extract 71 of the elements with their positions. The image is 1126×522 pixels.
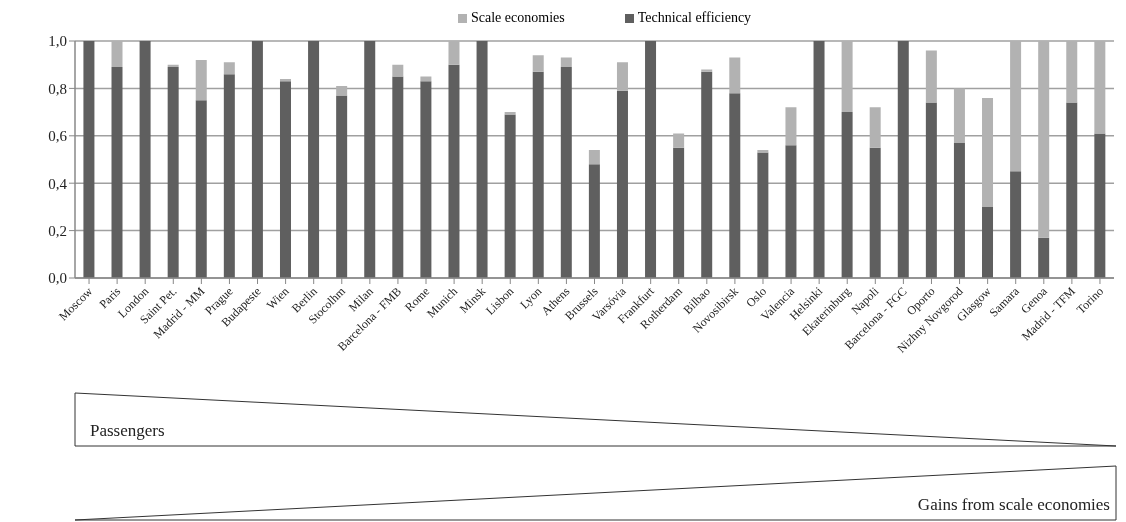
bar [1010, 171, 1022, 278]
bar [223, 74, 235, 278]
bar [195, 100, 207, 278]
bar [673, 147, 685, 278]
bar [897, 41, 909, 278]
bar [925, 102, 937, 278]
bar [701, 69, 713, 72]
bar [785, 145, 797, 278]
bar [982, 97, 994, 207]
bar [1038, 41, 1050, 238]
bar [195, 59, 207, 101]
legend-label: Technical efficiency [637, 10, 752, 26]
bar [616, 62, 628, 91]
bar [111, 41, 123, 68]
bar [279, 81, 291, 278]
bar [813, 41, 825, 278]
bar [701, 71, 713, 278]
bar [139, 41, 151, 278]
bar [869, 107, 881, 148]
bar [532, 71, 544, 278]
bar [616, 90, 628, 278]
y-tick-label: 0,2 [48, 222, 67, 239]
bar [167, 67, 179, 278]
bar [308, 41, 320, 278]
bar [757, 152, 769, 278]
bar [1038, 237, 1050, 278]
bar [645, 41, 657, 278]
bar [1066, 102, 1078, 278]
bar [83, 41, 95, 278]
bar [336, 95, 348, 278]
bar [532, 55, 544, 72]
bar [476, 41, 488, 278]
bar [982, 206, 994, 278]
bar [560, 57, 572, 68]
bar [448, 41, 460, 65]
y-tick-label: 1,0 [48, 33, 67, 50]
bar [1094, 133, 1106, 278]
bar [925, 50, 937, 103]
bar [251, 41, 263, 278]
bar [673, 133, 685, 148]
bar [841, 112, 853, 278]
bar [785, 107, 797, 146]
y-tick-label: 0,6 [48, 128, 68, 145]
bar [1010, 41, 1022, 172]
text: Gains from scale economies [917, 495, 1110, 514]
bar [729, 93, 741, 278]
bar [560, 67, 572, 278]
bar [588, 150, 600, 165]
bar [504, 114, 516, 278]
legend-label: Scale economies [471, 10, 565, 26]
bar [420, 81, 432, 278]
bar [729, 57, 741, 94]
bar [953, 88, 965, 143]
x-tick-label: Wien [263, 284, 292, 313]
bar [841, 41, 853, 113]
bar [588, 164, 600, 278]
bar [953, 142, 965, 278]
bar [869, 147, 881, 278]
bar [111, 67, 123, 278]
bar [1066, 41, 1078, 103]
bar [1094, 41, 1106, 134]
bar [223, 62, 235, 75]
bar [392, 64, 404, 77]
text: Passengers [90, 421, 165, 440]
bar [364, 41, 376, 278]
bar [448, 64, 460, 278]
y-tick-label: 0,4 [48, 175, 68, 192]
y-tick-label: 0,8 [48, 80, 67, 97]
y-tick-label: 0,0 [48, 270, 67, 287]
bar [392, 76, 404, 278]
bar [336, 86, 348, 96]
